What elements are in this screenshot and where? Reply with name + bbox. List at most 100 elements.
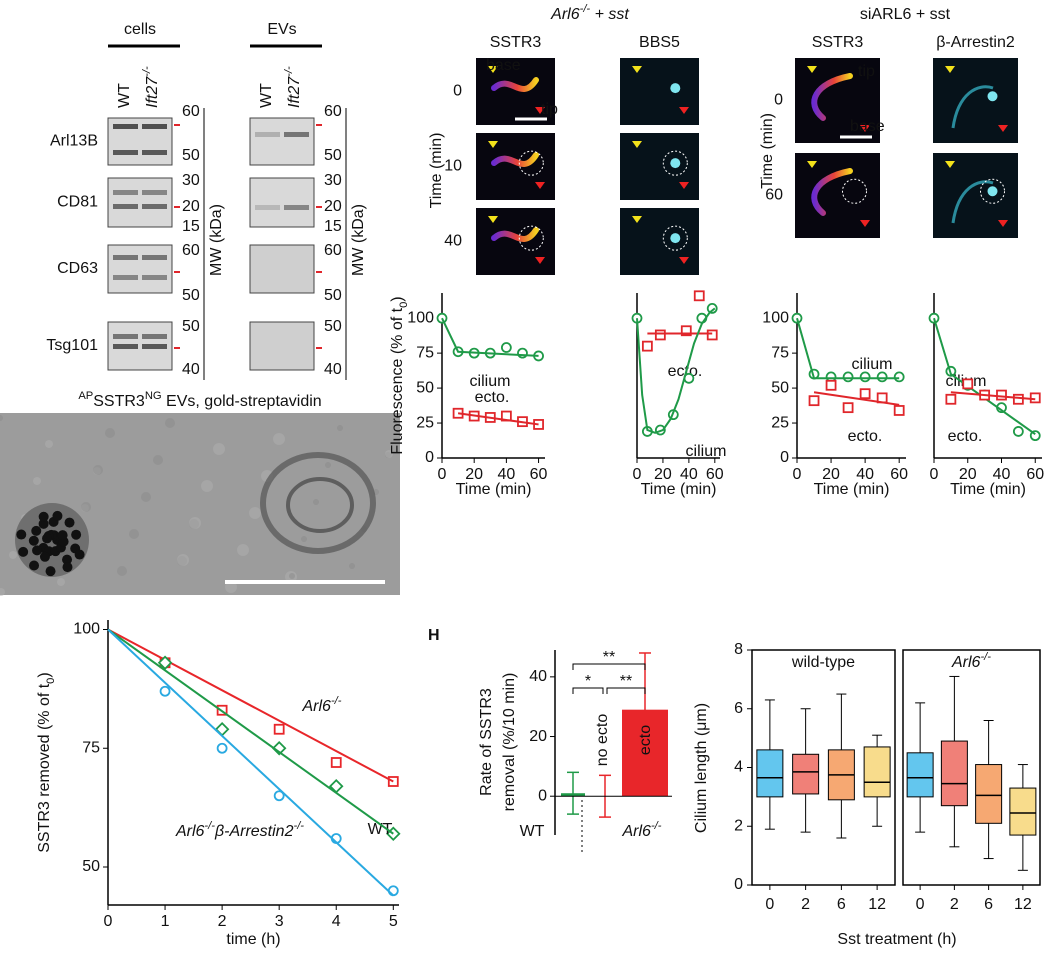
x-tick-label: 12 [1014,896,1032,913]
y-axis-label: SSTR3 removed (% of t0) [36,672,57,853]
significance-bracket [572,687,604,694]
micrograph [620,208,699,275]
marker [517,347,528,359]
texture [213,443,225,455]
texture [237,544,249,556]
y-tick-label: 0 [780,449,789,466]
cilium [491,152,539,168]
marker [706,302,718,314]
texture [105,428,115,438]
arrowhead [807,66,817,73]
y-tick-label: 40 [529,668,547,685]
band [284,205,309,210]
fit-line [107,628,394,835]
panel-title: Arl6-/- [951,651,991,671]
band [142,124,167,129]
fit-line [441,317,539,357]
texture [313,499,319,505]
panel-frame [751,649,896,886]
arrowhead [632,141,642,148]
blot-image [107,177,173,228]
band [142,190,167,195]
group-label: Arl6-/- [621,820,661,840]
blot-group-label: cells [124,21,156,38]
panel-letter: H [428,627,440,644]
mw-label: 50 [324,287,342,304]
mw-label: 50 [182,318,200,335]
gold-particle [32,545,43,556]
x-axis-label: time (h) [226,931,280,948]
gold-particle [18,546,29,557]
series-label: cilium [470,373,511,390]
band [142,204,167,209]
category-label: no ecto [594,714,611,767]
protein-label: Tsg101 [46,337,98,354]
mw-label: 15 [182,218,200,235]
texture [153,455,163,465]
y-tick-label: 20 [529,728,547,745]
texture [93,465,103,475]
title-part: AP [78,390,93,402]
marker [825,379,837,391]
arrowhead [535,182,545,189]
mw-label: 30 [182,172,200,189]
y-tick-label: 0 [538,787,547,804]
band [113,344,138,349]
texture [57,578,65,586]
em-title: APSSTR3NG EVs, gold-streptavidin [78,390,321,410]
gold-particle [64,517,75,528]
y-tick-label: 75 [82,739,100,756]
marker [945,393,957,405]
time-axis-label: Time (min) [759,113,776,189]
gold-particle [42,533,53,544]
texture [301,536,307,542]
arrowhead [679,182,689,189]
mw-axis-label: MW (kDa) [208,204,225,276]
lane-label: Ift27-/- [141,66,161,108]
mw-label: 60 [324,103,342,120]
series-label: ecto. [475,389,510,406]
title-part: SSTR3 [93,393,145,410]
significance-label: ** [603,649,615,666]
x-tick-label: 3 [275,913,284,930]
arrowhead [998,220,1008,227]
annotation: base [850,118,885,135]
marker [842,402,854,414]
micrograph [476,208,555,275]
ecto-circle [980,178,1005,204]
texture [385,450,393,458]
x-tick-label: 0 [104,913,113,930]
x-tick-label: 40 [680,466,698,483]
box [756,749,784,798]
micrograph [620,58,699,125]
gold-particle [39,551,50,562]
channel-label: SSTR3 [490,34,542,51]
texture [45,440,53,448]
lane-label: WT [116,83,133,108]
arrowhead [945,66,955,73]
y-tick-label: 0 [425,449,434,466]
category-label: ecto [637,725,654,755]
band [113,124,138,129]
micrograph [933,153,1018,238]
x-tick-label: 6 [837,896,846,913]
marker [216,742,228,754]
cilium [491,77,539,93]
cilium [811,168,853,216]
band [142,150,167,155]
y-axis-label: Fluorescence (% of t0) [389,296,410,454]
band [142,255,167,260]
fit-line [457,412,539,426]
y-axis-label: removal (%/10 min) [501,673,518,812]
texture [249,507,261,519]
mw-label: 60 [182,103,200,120]
mw-label: 40 [324,361,342,378]
ecto-circle [518,225,544,251]
y-tick-label: 6 [734,700,743,717]
x-tick-label: 40 [497,466,515,483]
y-tick-label: 2 [734,817,743,834]
series-label: Arl6-/-β-Arrestin2-/- [175,820,304,840]
texture [141,492,151,502]
time-label: 40 [444,233,462,250]
